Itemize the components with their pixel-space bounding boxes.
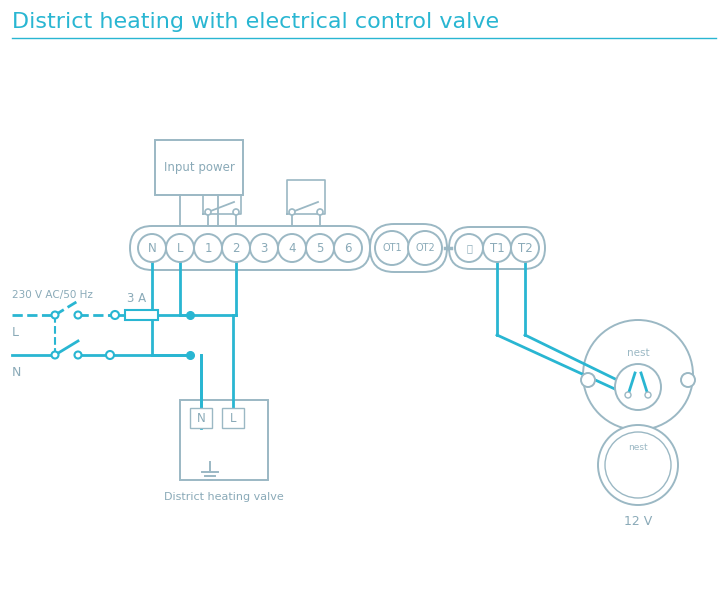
Circle shape [52, 352, 58, 359]
Text: 230 V AC/50 Hz: 230 V AC/50 Hz [12, 290, 93, 300]
Circle shape [106, 351, 114, 359]
Circle shape [194, 234, 222, 262]
Circle shape [205, 209, 211, 215]
Text: T2: T2 [518, 242, 532, 254]
Circle shape [615, 364, 661, 410]
Text: Input power: Input power [164, 161, 234, 174]
Circle shape [74, 311, 82, 318]
Bar [125, 310, 158, 320]
Bar [190, 408, 212, 428]
Circle shape [289, 209, 295, 215]
Circle shape [511, 234, 539, 262]
Circle shape [375, 231, 409, 265]
Bar [155, 140, 243, 195]
Circle shape [455, 234, 483, 262]
Circle shape [625, 392, 631, 398]
Circle shape [645, 392, 651, 398]
Text: 6: 6 [344, 242, 352, 254]
FancyBboxPatch shape [130, 226, 370, 270]
Text: T1: T1 [490, 242, 505, 254]
Circle shape [138, 234, 166, 262]
Circle shape [334, 234, 362, 262]
Circle shape [278, 234, 306, 262]
Circle shape [483, 234, 511, 262]
Bar [222, 408, 244, 428]
Circle shape [317, 209, 323, 215]
Circle shape [598, 425, 678, 505]
Text: OT2: OT2 [415, 243, 435, 253]
Text: 5: 5 [316, 242, 324, 254]
Text: L: L [12, 327, 19, 340]
Text: District heating valve: District heating valve [164, 492, 284, 502]
Circle shape [681, 373, 695, 387]
Text: N: N [12, 366, 21, 380]
Circle shape [74, 352, 82, 359]
Text: OT1: OT1 [382, 243, 402, 253]
FancyBboxPatch shape [449, 227, 545, 269]
Text: nest: nest [628, 443, 648, 451]
Text: nest: nest [627, 348, 649, 358]
Text: 3: 3 [261, 242, 268, 254]
FancyBboxPatch shape [370, 224, 447, 272]
Circle shape [408, 231, 442, 265]
Text: 12 V: 12 V [624, 515, 652, 528]
Circle shape [111, 311, 119, 319]
Circle shape [166, 234, 194, 262]
Circle shape [605, 432, 671, 498]
Circle shape [222, 234, 250, 262]
Text: District heating with electrical control valve: District heating with electrical control… [12, 12, 499, 32]
Bar [180, 400, 268, 480]
Circle shape [583, 320, 693, 430]
Circle shape [233, 209, 239, 215]
Circle shape [52, 311, 58, 318]
Text: ⏚: ⏚ [466, 243, 472, 253]
Circle shape [250, 234, 278, 262]
Text: 3 A: 3 A [127, 292, 146, 305]
Circle shape [306, 234, 334, 262]
Text: L: L [230, 412, 237, 425]
Text: 4: 4 [288, 242, 296, 254]
Text: 2: 2 [232, 242, 240, 254]
Text: L: L [177, 242, 183, 254]
Text: 1: 1 [205, 242, 212, 254]
Text: N: N [148, 242, 157, 254]
Circle shape [581, 373, 595, 387]
Text: N: N [197, 412, 205, 425]
